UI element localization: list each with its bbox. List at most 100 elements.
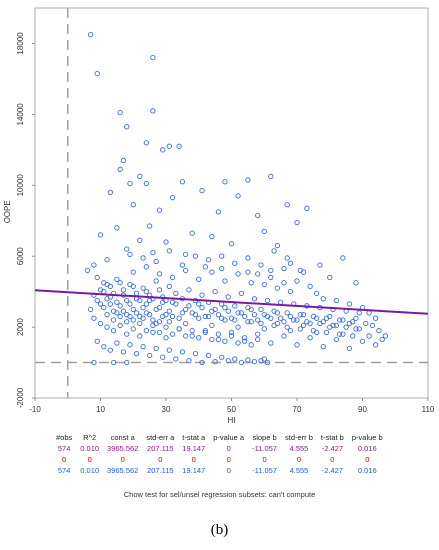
data-point	[153, 320, 159, 327]
data-point	[248, 306, 254, 313]
data-point	[219, 265, 225, 272]
data-point	[189, 327, 195, 334]
data-point	[192, 253, 199, 259]
data-point	[202, 264, 208, 270]
x-tick-label: 10	[96, 405, 105, 414]
data-point	[163, 239, 169, 245]
data-point	[88, 31, 94, 38]
data-point	[255, 317, 261, 323]
data-point	[143, 327, 150, 334]
data-point	[307, 283, 313, 289]
data-point	[182, 320, 189, 327]
stats-header-cell: t-stat b	[320, 433, 344, 442]
data-point	[94, 70, 100, 77]
data-point	[251, 312, 258, 318]
stats-cell: 4.555	[289, 444, 309, 453]
data-point	[130, 283, 136, 289]
data-point	[232, 356, 238, 362]
x-tick-label: 110	[422, 405, 435, 414]
data-point	[222, 278, 228, 284]
data-point	[107, 189, 113, 196]
data-point	[160, 354, 166, 360]
data-point	[199, 304, 205, 311]
y-tick-label: 10000	[16, 174, 25, 197]
data-point	[133, 290, 140, 297]
data-point	[140, 315, 146, 321]
data-point	[84, 267, 91, 274]
data-point	[124, 246, 130, 252]
stats-cell: 0	[262, 455, 267, 464]
data-point	[284, 310, 290, 316]
data-point	[169, 313, 176, 320]
data-point	[146, 312, 153, 318]
data-point	[107, 347, 113, 353]
x-tick-label: -10	[29, 405, 41, 414]
data-point	[153, 345, 159, 352]
data-point	[255, 331, 261, 337]
data-point	[104, 312, 110, 318]
data-point	[143, 264, 150, 270]
data-point	[209, 234, 215, 240]
data-point	[166, 347, 172, 353]
data-point	[137, 297, 143, 304]
data-point	[353, 326, 359, 332]
data-point	[274, 310, 280, 316]
data-point	[271, 322, 277, 328]
data-point	[199, 292, 205, 298]
data-point	[179, 349, 186, 355]
data-point	[327, 313, 333, 320]
data-point	[222, 179, 228, 185]
data-point	[189, 230, 195, 236]
data-point	[140, 255, 146, 261]
data-point	[245, 269, 251, 275]
data-point	[182, 333, 189, 339]
data-point	[287, 288, 294, 295]
data-point	[336, 317, 343, 323]
data-point	[353, 280, 359, 286]
data-point	[232, 303, 238, 309]
data-point	[372, 315, 379, 321]
stats-cell: 3965.562	[107, 444, 139, 453]
data-point	[166, 143, 172, 149]
data-point	[327, 274, 333, 281]
data-point	[205, 257, 212, 263]
stats-cell: 0.010	[80, 466, 100, 475]
data-point	[173, 301, 179, 307]
data-point	[212, 306, 218, 313]
panel-label: (b)	[210, 522, 229, 538]
x-tick-label: 30	[162, 405, 171, 414]
data-point	[202, 329, 208, 336]
data-point	[137, 320, 143, 327]
data-point	[166, 319, 172, 325]
y-tick-label: -2000	[16, 387, 25, 408]
data-point	[222, 304, 228, 311]
stats-header-cell: slope b	[252, 433, 277, 442]
data-point	[359, 338, 366, 344]
data-point	[127, 342, 133, 348]
data-point	[179, 179, 186, 185]
data-point	[117, 280, 123, 286]
data-point	[127, 180, 133, 187]
data-point	[192, 312, 199, 318]
data-point	[104, 281, 110, 288]
data-point	[120, 287, 127, 293]
stats-cell: -2.427	[321, 444, 344, 453]
data-point	[382, 333, 389, 339]
y-tick-label: 6000	[16, 247, 25, 265]
data-point	[225, 358, 231, 364]
regression-line	[34, 289, 429, 315]
data-point	[248, 280, 254, 286]
stats-header-cell: const a	[110, 433, 135, 442]
data-point	[215, 312, 222, 318]
data-point	[140, 304, 146, 311]
data-point	[340, 317, 346, 323]
data-point	[277, 315, 284, 321]
data-point	[287, 260, 294, 266]
stats-cell: -11.057	[252, 444, 277, 453]
stats-header-cell: R^2	[83, 433, 97, 442]
data-point	[281, 265, 287, 272]
data-point	[255, 212, 261, 219]
data-point	[245, 319, 251, 325]
data-point	[248, 342, 254, 348]
data-point	[169, 274, 176, 281]
